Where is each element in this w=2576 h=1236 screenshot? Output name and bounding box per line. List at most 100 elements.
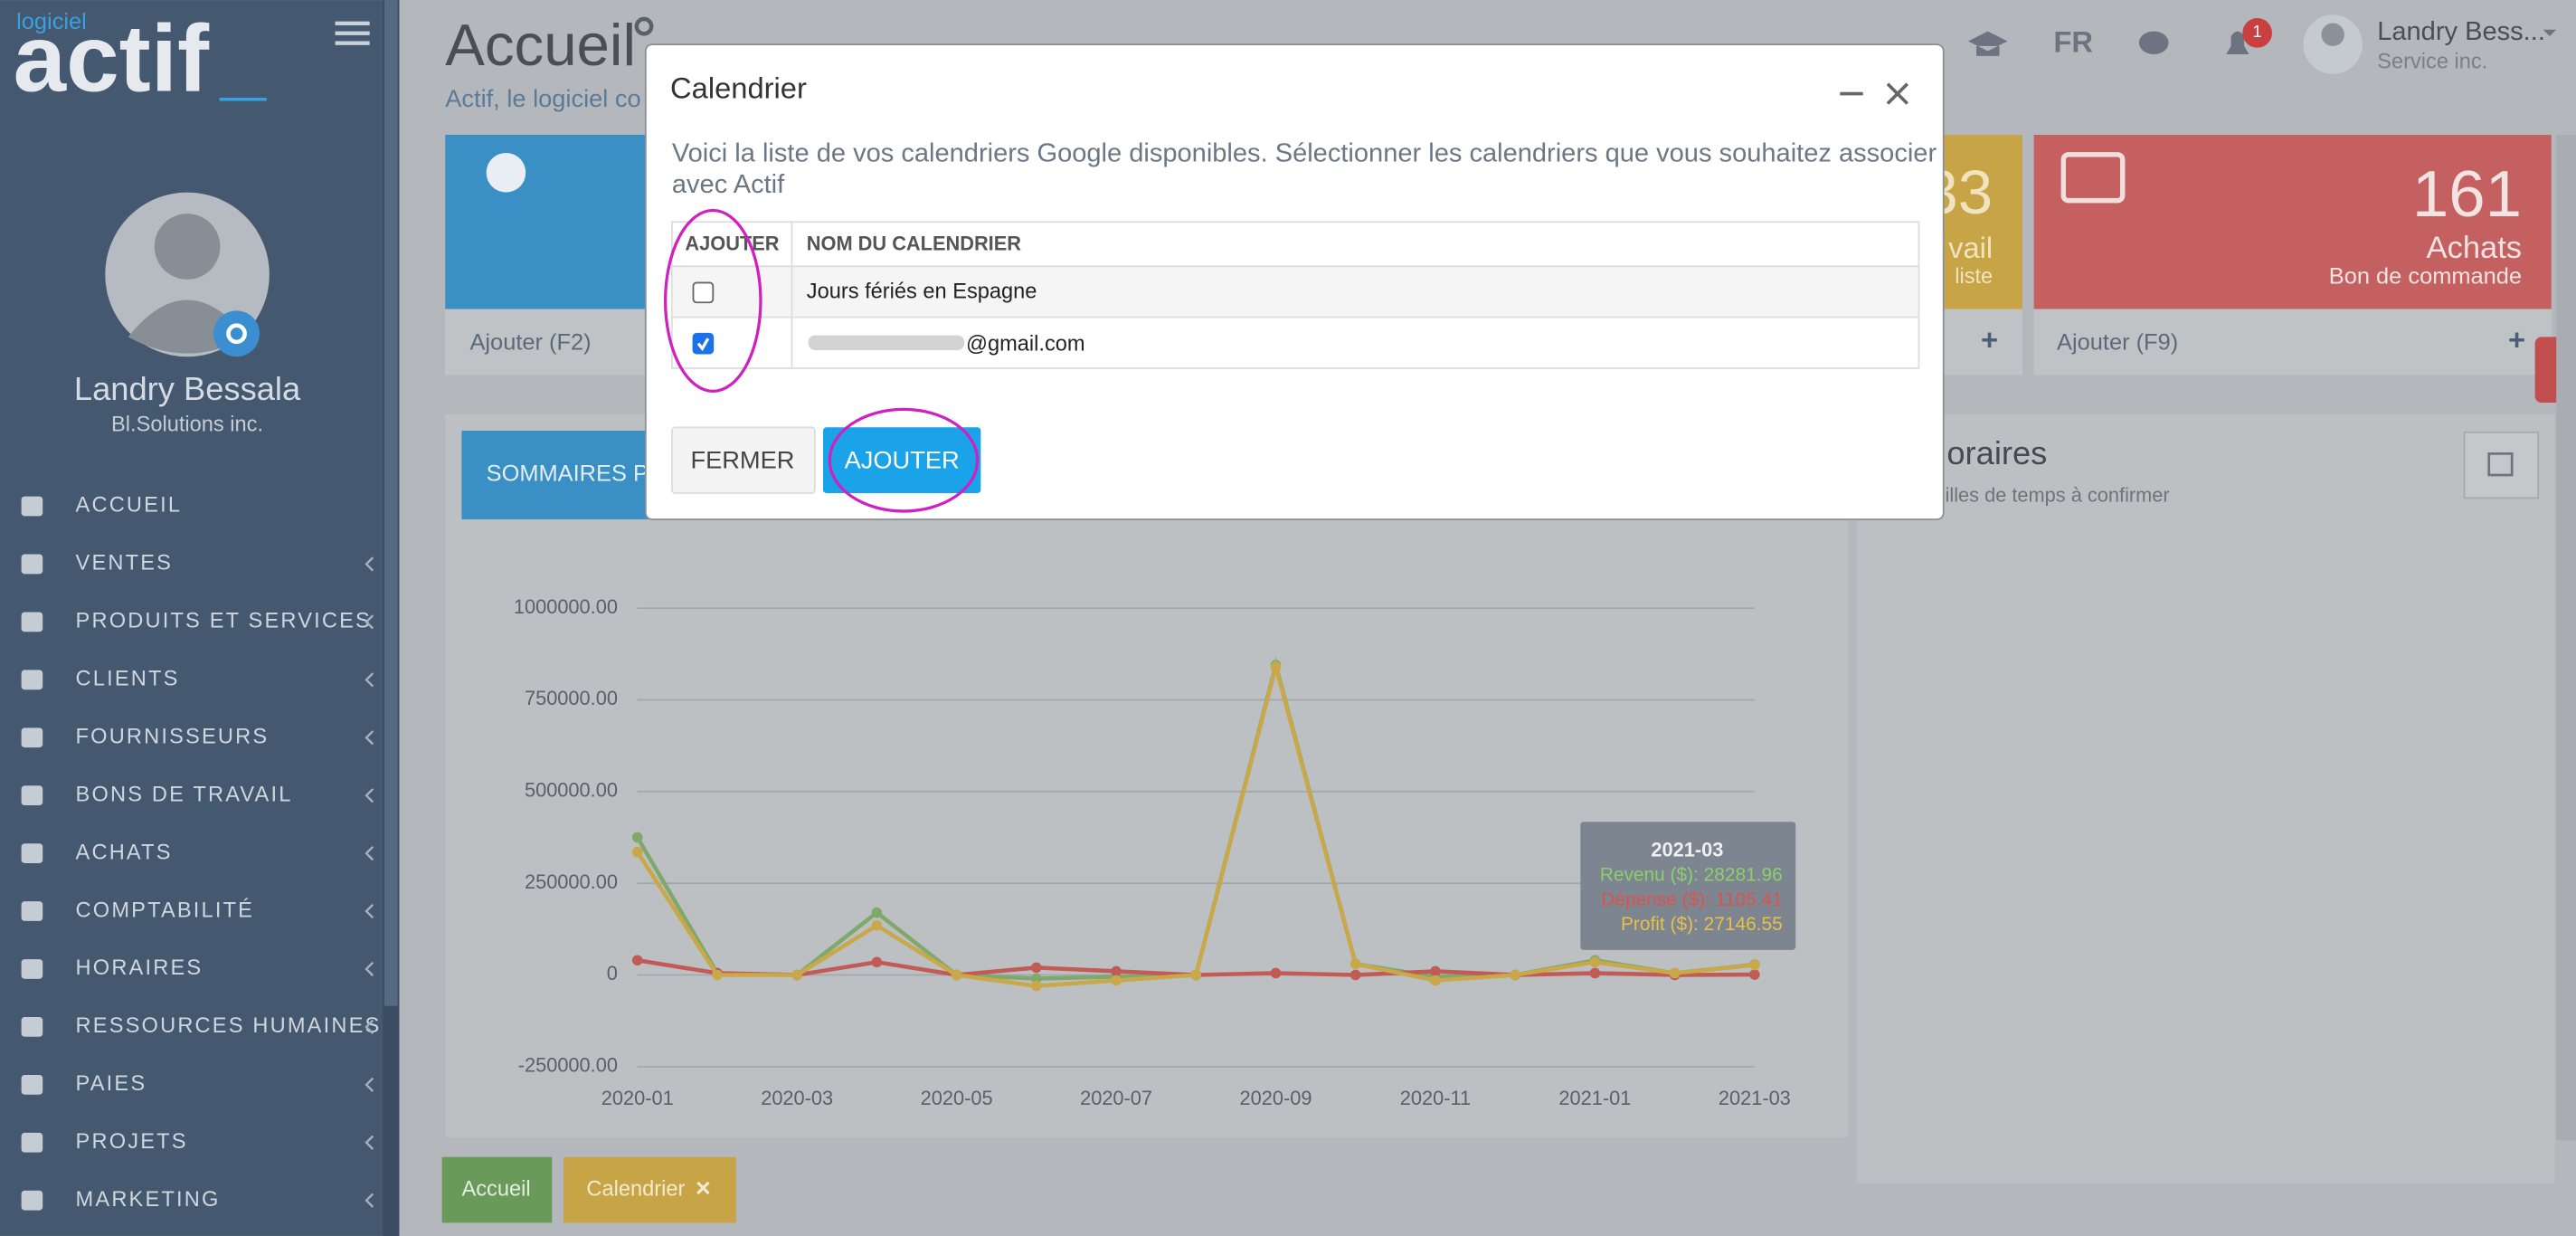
x-tick-label: 2020-05 [921, 1087, 993, 1109]
menu-item[interactable]: FOURNISSEURS [76, 725, 270, 748]
menu-item[interactable]: RESSOURCES HUMAINES [76, 1014, 382, 1038]
modal-description: avec Actif [672, 170, 785, 199]
language[interactable]: FR [2053, 25, 2093, 59]
tab[interactable] [564, 1156, 736, 1223]
calendar-checkbox[interactable] [692, 281, 715, 304]
calendar-table [670, 221, 1920, 369]
menu-icon [21, 1132, 43, 1153]
sidebar-scroll-thumb [384, 0, 398, 1006]
work-card [1943, 135, 2022, 309]
menu-toggle-bar[interactable] [335, 31, 370, 35]
menu-item[interactable]: HORAIRES [76, 956, 204, 980]
page-subtitle: Actif, le logiciel co [445, 84, 640, 112]
calendar-icon [2487, 452, 2514, 477]
menu-item[interactable]: PAIES [76, 1072, 147, 1096]
add-button[interactable] [822, 427, 981, 493]
schedule-calendar-button[interactable] [2463, 431, 2540, 499]
series-point [1350, 969, 1361, 981]
table-header: NOM DU CALENDRIER [807, 232, 1021, 254]
annotation-circle [828, 407, 980, 513]
menu-icon [21, 901, 43, 921]
menu-chevron [365, 730, 374, 746]
menu-chevron [365, 556, 374, 572]
tab-close[interactable]: × [696, 1174, 711, 1203]
checkbox-tick [696, 338, 710, 351]
purchases-add[interactable]: + [2508, 322, 2525, 356]
tab-label[interactable]: Calendrier [586, 1177, 685, 1201]
work-add[interactable]: + [1981, 322, 1998, 356]
page-scrollbar [2556, 135, 2576, 1141]
x-tick-label: 2020-03 [761, 1087, 833, 1109]
menu-item[interactable]: PRODUITS ET SERVICES [76, 610, 372, 633]
summary-button-label[interactable]: SOMMAIRES PA [487, 461, 662, 487]
calendar-checkbox[interactable] [692, 332, 715, 355]
modal-close[interactable] [1886, 82, 1909, 105]
close-button[interactable] [670, 426, 816, 494]
menu-icon [21, 1190, 43, 1211]
menu-chevron [365, 903, 374, 919]
tab-label[interactable]: Accueil [461, 1177, 530, 1201]
series-point [871, 956, 883, 968]
menu-icon [21, 496, 43, 517]
menu-item[interactable]: ACHATS [76, 841, 173, 864]
menu-item[interactable]: ACCUEIL [76, 494, 183, 518]
card-footer [1943, 309, 2022, 376]
menu-chevron [365, 1135, 374, 1150]
tooltip-line: Dépense ($): 1105.41 [1601, 889, 1782, 910]
menu-item[interactable]: COMPTABILITÉ [76, 898, 255, 922]
series-point [871, 907, 883, 918]
purchases-sublabel: Bon de commande [2329, 264, 2522, 290]
menu-toggle-bar[interactable] [335, 41, 370, 45]
header-user-caret [2543, 29, 2557, 37]
tab[interactable] [441, 1156, 553, 1223]
series-point [1749, 959, 1760, 971]
purchases-action[interactable]: Ajouter (F9) [2057, 329, 2178, 355]
title-gear[interactable] [634, 16, 654, 36]
series-point [1270, 967, 1282, 979]
add-button-label[interactable]: AJOUTER [845, 446, 960, 474]
y-tick-label: 250000.00 [525, 870, 618, 893]
menu-item[interactable]: CLIENTS [76, 668, 180, 691]
header-user-name[interactable]: Landry Bess... [2377, 17, 2545, 46]
menu-icon [21, 1074, 43, 1095]
series-point [1589, 956, 1601, 968]
avatar-settings[interactable] [213, 310, 260, 357]
menu-chevron [365, 614, 374, 630]
menu-chevron [365, 788, 374, 803]
close-button-label[interactable]: FERMER [690, 446, 794, 474]
series-point [1430, 975, 1441, 986]
menu-item[interactable]: MARKETING [76, 1188, 221, 1212]
header-company: Service inc. [2377, 50, 2487, 73]
series-point [631, 832, 643, 843]
sidebar-user-name: Landry Bessala [74, 370, 301, 407]
chat-icon[interactable] [2138, 31, 2169, 54]
card-action[interactable]: Ajouter (F2) [469, 329, 591, 355]
customers-icon [486, 152, 526, 193]
purchases-icon [2060, 152, 2126, 204]
schedule-panel [1856, 414, 2555, 1184]
x-tick-label: 2020-11 [1400, 1087, 1471, 1109]
blurred-email [808, 335, 965, 350]
academy-icon[interactable] [1967, 31, 2008, 56]
y-tick-label: 0 [607, 962, 618, 984]
header-avatar-head [2321, 23, 2344, 46]
avatar-settings-icon [226, 323, 247, 345]
series-point [1031, 980, 1042, 992]
menu-icon [21, 843, 43, 863]
menu-icon [21, 612, 43, 632]
customers-card [445, 135, 646, 309]
series-point [631, 846, 643, 858]
purchases-label: Achats [2427, 231, 2522, 265]
menu-icon [21, 670, 43, 690]
series-point [1510, 969, 1520, 981]
logo-small: logiciel [16, 9, 87, 34]
summary-button[interactable] [461, 430, 676, 520]
menu-item[interactable]: PROJETS [76, 1130, 188, 1154]
menu-item[interactable]: VENTES [76, 552, 174, 575]
series-point [951, 969, 962, 981]
menu-icon [21, 959, 43, 979]
menu-toggle-bar[interactable] [335, 21, 370, 26]
menu-item[interactable]: BONS DE TRAVAIL [76, 783, 293, 806]
series-point [1589, 967, 1601, 979]
